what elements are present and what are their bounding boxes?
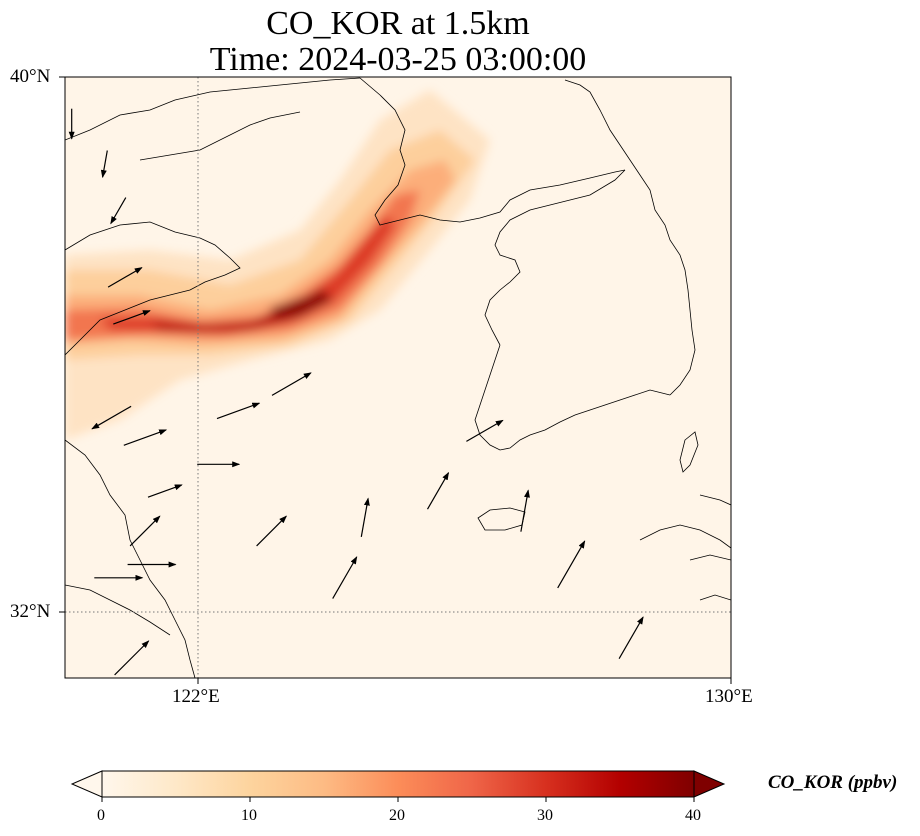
colorbar-extend-min — [70, 770, 103, 798]
wind-vectors — [68, 108, 644, 676]
lat-tick-40N: 40°N — [10, 66, 51, 87]
colorbar-extend-max — [693, 770, 726, 798]
map-area — [65, 77, 731, 678]
wind-arrow — [110, 197, 127, 225]
wind-arrow — [113, 310, 151, 325]
wind-arrow — [256, 515, 288, 547]
wind-arrow — [147, 484, 183, 498]
colorbar-title: CO_KOR (ppbv) — [768, 772, 898, 793]
wind-arrow — [107, 267, 143, 288]
colorbar-gradient — [101, 770, 695, 798]
lon-tick-122E: 122°E — [172, 686, 220, 707]
wind-arrow — [360, 497, 370, 538]
colorbar-tick-0: 0 — [97, 807, 105, 824]
lat-tick-32N: 32°N — [10, 601, 51, 622]
wind-arrow — [91, 405, 132, 430]
colorbar-tick-20: 20 — [389, 807, 405, 824]
map-frame — [64, 76, 732, 679]
wind-arrow — [520, 489, 530, 532]
wind-arrow — [114, 640, 150, 676]
co-plume-field — [65, 90, 490, 440]
wind-arrow — [466, 419, 504, 442]
colorbar-tick-40: 40 — [685, 807, 701, 824]
wind-arrow — [426, 471, 450, 510]
wind-arrow — [557, 540, 586, 589]
wind-arrow — [618, 616, 644, 659]
map-title-line1: CO_KOR at 1.5km — [266, 5, 530, 42]
wind-arrow — [216, 402, 261, 420]
wind-arrow — [100, 150, 108, 179]
colorbar — [70, 770, 726, 802]
wind-arrow — [271, 372, 312, 396]
map-title-line2: Time: 2024-03-25 03:00:00 — [209, 41, 587, 78]
colorbar-tick-10: 10 — [241, 807, 257, 824]
lon-tick-130E: 130°E — [705, 686, 753, 707]
colorbar-tick-30: 30 — [537, 807, 553, 824]
wind-arrow — [129, 515, 161, 547]
wind-arrow — [123, 429, 168, 446]
wind-arrow — [332, 556, 358, 599]
